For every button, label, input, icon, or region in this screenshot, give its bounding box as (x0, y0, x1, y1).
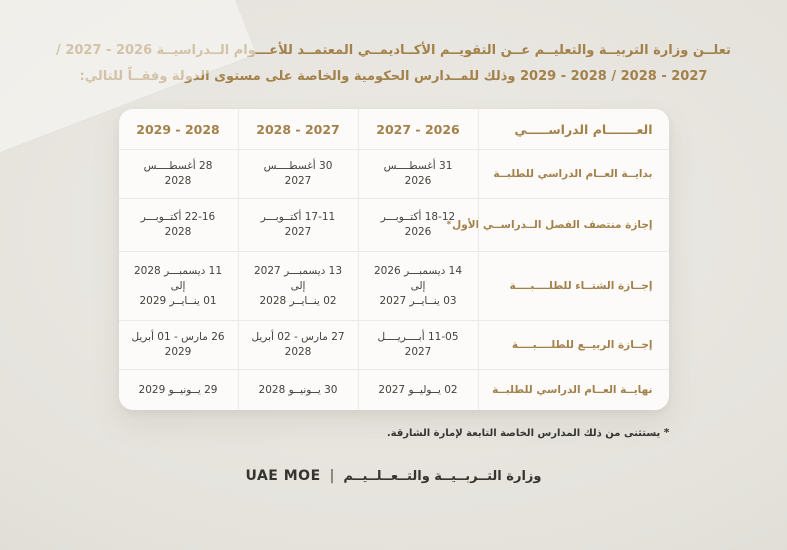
date-line: 28 أغسطــــس (143, 160, 213, 172)
moe-logo: وزارة التــربــيــة والتــعــلــيــم | U… (0, 468, 787, 484)
footnote-text: يستثنى من ذلك المدارس الخاصة التابعة لإم… (386, 428, 661, 439)
date-cell: 13 ديسمبـــر 2027 إلى 02 ينــايــر 2028 (239, 252, 359, 320)
date-cell: 22-16 أكتــوبـــر 2028 (119, 199, 239, 251)
date-line: 17-11 أكتــوبـــر (260, 211, 336, 223)
table-row-3: إجــازة الشتــاء للطلــــبــــة 14 ديسمبـ… (118, 251, 669, 320)
date-line: 22-16 أكتــوبـــر (140, 211, 216, 223)
announcement-text: تعلــن وزارة التربيــة والتعليــم عــن ا… (34, 38, 754, 90)
footnote: * يستثنى من ذلك المدارس الخاصة التابعة ل… (118, 426, 670, 439)
date-cell: 29 يــونيــو 2029 (119, 370, 239, 410)
date-line: 11-05 أبــــريــــل (377, 331, 459, 343)
column-header-2026-2027: 2026 - 2027 (359, 109, 479, 149)
row-label: إجازة منتصف الفصل الــدراســي الأول * (446, 219, 653, 231)
date-cell: 30 يــونيــو 2028 (239, 370, 359, 410)
moe-logo-divider: | (329, 468, 335, 484)
date-line: 18-12 أكتــوبـــر (380, 211, 456, 223)
date-line: 13 ديسمبـــر 2027 (254, 264, 343, 277)
table-header-row: العـــــــام الدراســـــي 2026 - 2027 20… (119, 109, 669, 149)
table-row-5: نهايــة العــام الدراسي للطلبــة 02 يــول… (118, 369, 669, 410)
date-line: 02 ينــايــر 2028 (259, 294, 337, 307)
date-line: 2026 (404, 226, 432, 238)
row-label: إجــازة الربيــع للطلــــبــــة (511, 339, 653, 351)
date-cell: 18-12 أكتــوبـــر 2026 (359, 199, 479, 251)
date-cell: 31 أغسطــــس 2026 (359, 150, 479, 198)
date-line: إلى (290, 279, 306, 292)
moe-logo-english: UAE MOE (245, 468, 321, 484)
column-header-2027-2028: 2027 - 2028 (239, 109, 359, 149)
date-cell: 11 ديسمبـــر 2028 إلى 01 ينــايــر 2029 (119, 252, 239, 320)
date-line: 03 ينــايــر 2027 (379, 294, 457, 307)
date-line: 2027 (284, 175, 312, 187)
row-label: إجــازة الشتــاء للطلــــبــــة (509, 280, 653, 292)
date-line: 2028 (164, 226, 192, 238)
date-line: 2027 (284, 226, 312, 238)
table-row-4: إجــازة الربيــع للطلــــبــــة 11-05 أبـ… (118, 320, 669, 369)
date-line: 2027 (404, 346, 432, 358)
date-line: 29 يــونيــو 2029 (138, 383, 218, 396)
footnote-asterisk: * (663, 426, 670, 439)
date-cell: 11-05 أبــــريــــل 2027 (359, 321, 479, 369)
moe-logo-arabic: وزارة التــربــيــة والتــعــلــيــم (343, 468, 542, 484)
date-line: 30 أغسطــــس (263, 160, 333, 172)
date-line: إلى (410, 279, 426, 292)
row-label: بدايــة العــام الدراسي للطلبــة (493, 168, 653, 180)
date-cell: 27 مارس - 02 أبريل 2028 (239, 321, 359, 369)
date-line: 2026 (404, 175, 432, 187)
date-line: إلى (170, 279, 186, 292)
date-cell: 28 أغسطــــس 2028 (119, 150, 239, 198)
table-row-2: إجازة منتصف الفصل الــدراســي الأول * 18-1… (118, 198, 669, 251)
date-line: 30 يــونيــو 2028 (258, 383, 338, 396)
announcement-line-2: 2027 - 2028 / 2028 - 2029 وذلك للمــدارس… (79, 69, 708, 84)
date-line: 26 مارس - 01 أبريل (131, 331, 225, 343)
table-row-1: بدايــة العــام الدراسي للطلبــة 31 أغسطـ… (118, 149, 669, 198)
date-line: 11 ديسمبـــر 2028 (134, 264, 223, 277)
column-header-2028-2029: 2028 - 2029 (119, 109, 239, 149)
date-line: 31 أغسطــــس (383, 160, 453, 172)
date-line: 2029 (164, 346, 192, 358)
date-line: 2028 (164, 175, 192, 187)
date-line: 14 ديسمبـــر 2026 (374, 264, 463, 277)
date-cell: 26 مارس - 01 أبريل 2029 (119, 321, 239, 369)
row-label: نهايــة العــام الدراسي للطلبــة (492, 384, 653, 396)
date-cell: 02 يــوليــو 2027 (359, 370, 479, 410)
date-cell: 17-11 أكتــوبـــر 2027 (239, 199, 359, 251)
date-cell: 14 ديسمبـــر 2026 إلى 03 ينــايــر 2027 (359, 252, 479, 320)
announcement-line-1: تعلــن وزارة التربيــة والتعليــم عــن ا… (56, 43, 731, 58)
column-header-academic-year: العـــــــام الدراســـــي (514, 121, 653, 137)
date-line: 2028 (284, 346, 312, 358)
date-cell: 30 أغسطــــس 2027 (239, 150, 359, 198)
date-line: 27 مارس - 02 أبريل (251, 331, 345, 343)
date-line: 01 ينــايــر 2029 (139, 294, 217, 307)
date-line: 02 يــوليــو 2027 (378, 383, 458, 396)
academic-calendar-table: العـــــــام الدراســـــي 2026 - 2027 20… (118, 109, 669, 410)
